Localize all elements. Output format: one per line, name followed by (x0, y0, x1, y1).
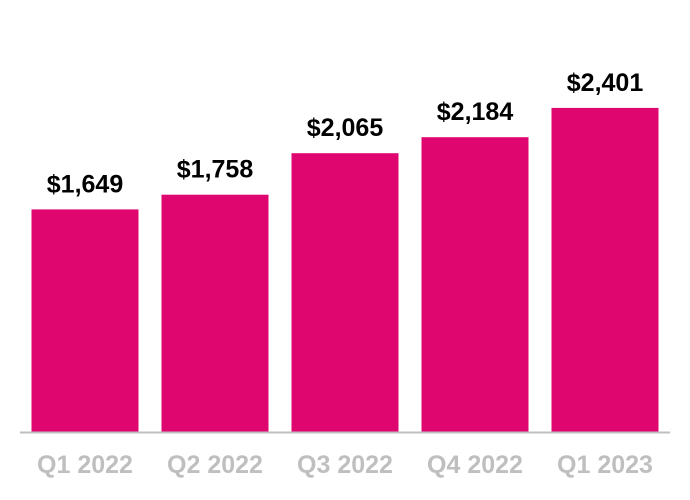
x-axis-tick-labels: Q1 2022 Q2 2022 Q3 2022 Q4 2022 Q1 2023 (37, 451, 653, 479)
x-tick-label: Q1 2023 (557, 451, 653, 479)
x-tick-label: Q3 2022 (297, 451, 393, 479)
value-labels-layer: $1,649 $1,758 $2,065 $2,184 $2,401 (47, 69, 644, 198)
bar-q2-2022 (161, 194, 269, 432)
bar-q1-2022 (31, 209, 139, 432)
data-label: $2,065 (307, 114, 384, 142)
bars-layer (31, 107, 659, 433)
data-label: $1,758 (177, 156, 254, 184)
x-tick-label: Q4 2022 (427, 451, 523, 479)
x-tick-label: Q1 2022 (37, 451, 133, 479)
bar-q3-2022 (291, 153, 399, 432)
data-label: $1,649 (47, 170, 123, 198)
x-tick-label: Q2 2022 (167, 451, 263, 479)
data-label: $2,184 (437, 98, 514, 126)
data-label: $2,401 (567, 69, 644, 97)
bar-q4-2022 (421, 137, 529, 432)
bar-q1-2023 (551, 107, 659, 433)
